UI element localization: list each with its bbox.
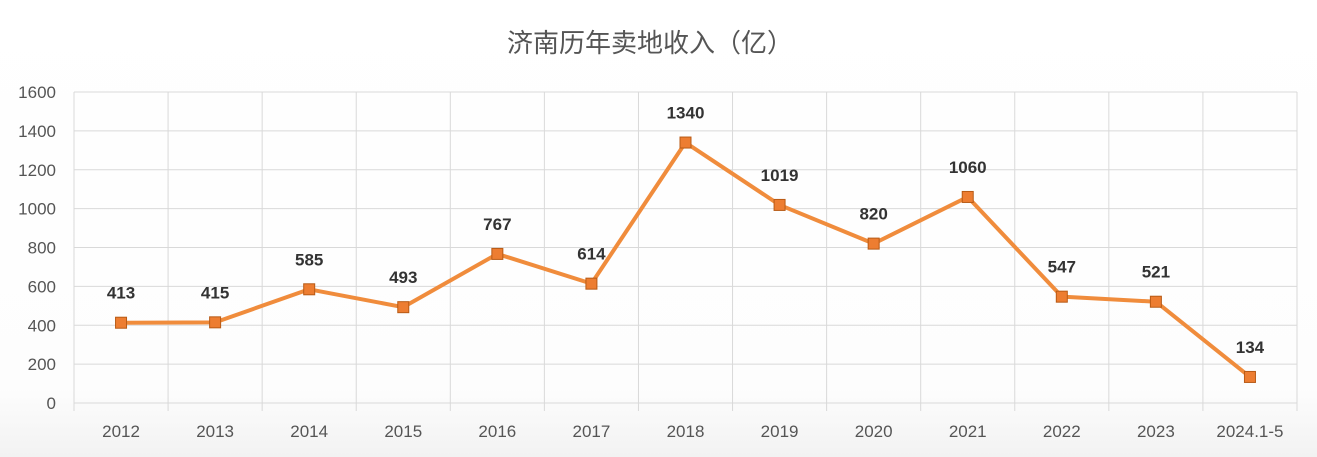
data-point-marker (867, 237, 880, 250)
x-tick-label: 2017 (573, 422, 611, 441)
x-tick-label: 2013 (196, 422, 234, 441)
series-line (119, 140, 1252, 379)
x-tick-label: 2024.1-5 (1216, 422, 1283, 441)
x-tick-label: 2016 (478, 422, 516, 441)
grid-lines (73, 91, 1298, 411)
x-tick-label: 2023 (1137, 422, 1175, 441)
data-point-marker (679, 136, 692, 149)
data-point-marker (115, 316, 128, 329)
data-point-marker (1055, 290, 1068, 303)
data-label: 820 (859, 205, 887, 224)
chart-title: 济南历年卖地收入（亿） (507, 29, 793, 59)
series-markers (115, 136, 1256, 383)
data-point-marker (397, 301, 410, 314)
data-label: 413 (107, 284, 135, 303)
data-label: 547 (1048, 258, 1076, 277)
y-tick-label: 1400 (18, 122, 56, 141)
x-tick-label: 2019 (761, 422, 799, 441)
y-tick-label: 1600 (18, 83, 56, 102)
data-point-marker (773, 198, 786, 211)
data-label: 614 (577, 245, 606, 264)
y-tick-label: 1200 (18, 161, 56, 180)
data-point-marker (961, 190, 974, 203)
data-label: 493 (389, 268, 417, 287)
x-tick-label: 2012 (102, 422, 140, 441)
y-tick-label: 600 (28, 277, 56, 296)
data-label: 767 (483, 215, 511, 234)
x-tick-label: 2020 (855, 422, 893, 441)
data-label: 1019 (761, 166, 799, 185)
y-tick-label: 800 (28, 239, 56, 258)
y-axis: 0 200 400 600 800 1000 1200 1400 1600 (18, 83, 56, 413)
data-label: 521 (1142, 263, 1170, 282)
data-label: 1340 (667, 104, 705, 123)
y-tick-label: 0 (47, 394, 56, 413)
series-polyline (119, 140, 1252, 379)
y-tick-label: 400 (28, 316, 56, 335)
y-tick-label: 1000 (18, 200, 56, 219)
data-point-marker (1243, 370, 1256, 383)
data-label: 415 (201, 283, 229, 302)
x-tick-label: 2021 (949, 422, 987, 441)
data-point-marker (303, 283, 316, 296)
x-tick-label: 2015 (384, 422, 422, 441)
x-tick-label: 2022 (1043, 422, 1081, 441)
data-point-marker (209, 316, 222, 329)
x-axis: 2012 2013 2014 2015 2016 2017 2018 2019 2020 2021… (102, 422, 1283, 441)
x-tick-label: 2018 (667, 422, 705, 441)
data-point-marker (491, 247, 504, 260)
data-labels: 413 415 585 493 767 614 1340 1019 820 1060 547 521 1… (107, 104, 1265, 357)
data-label: 134 (1236, 338, 1265, 357)
data-point-marker (585, 277, 598, 290)
data-label: 1060 (949, 158, 987, 177)
x-tick-label: 2014 (290, 422, 328, 441)
data-point-marker (1149, 295, 1162, 308)
y-tick-label: 200 (28, 355, 56, 374)
data-label: 585 (295, 250, 323, 269)
